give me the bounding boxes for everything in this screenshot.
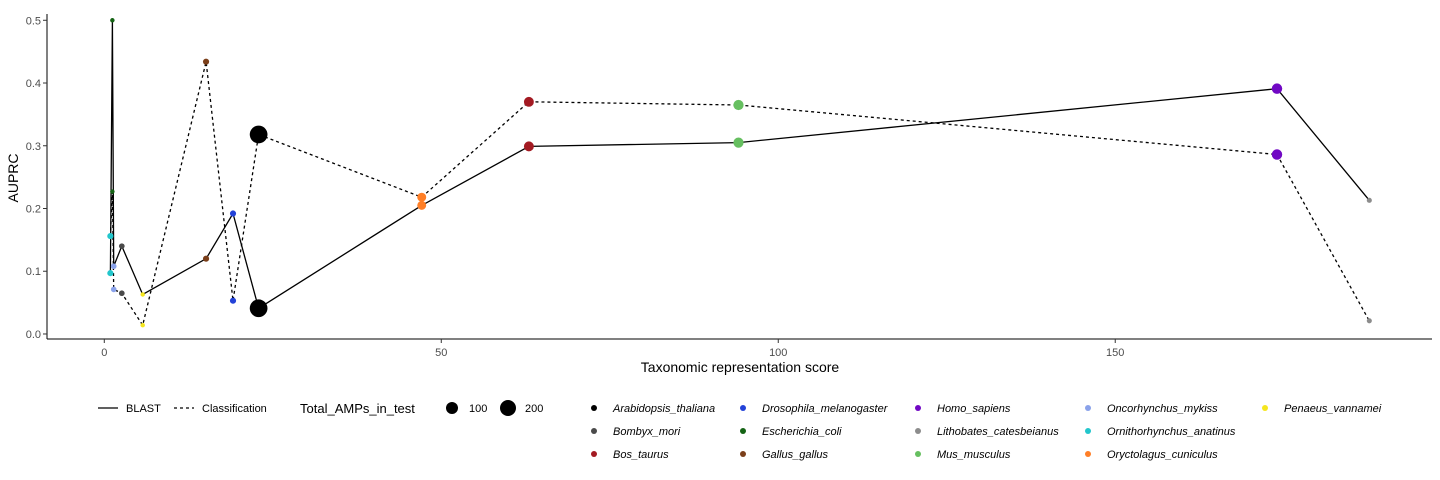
legend-linetype-label: Classification (202, 403, 267, 415)
legend-size-key (500, 400, 516, 416)
legend-species-label: Bombyx_mori (613, 426, 681, 438)
data-point-classification-bombyx-mori (118, 290, 125, 297)
legend-species-key (915, 451, 921, 457)
x-tick-label: 150 (1106, 347, 1124, 359)
axes-group: 0 50 100 150 0.0 0.1 0.2 0.3 0.4 0.5 (26, 14, 1432, 359)
legend-size-label: 100 (469, 403, 487, 415)
data-point-blast-oncorhynchus-mykiss (110, 263, 117, 270)
legend-species-label: Oncorhynchus_mykiss (1107, 403, 1218, 415)
data-point-classification-escherichia-coli (110, 189, 115, 194)
legend-species-key (915, 428, 921, 434)
legend-species-key (740, 405, 746, 411)
y-tick-label: 0.1 (26, 266, 41, 278)
legend-species-key (740, 428, 746, 434)
data-point-classification-mus-musculus (733, 99, 744, 111)
legend-species-key (1085, 405, 1091, 411)
legend-species-key (591, 405, 597, 411)
legend-species-label: Lithobates_catesbeianus (937, 426, 1059, 438)
data-point-classification-lithobates-catesbeianus (1366, 318, 1372, 324)
data-point-blast-oryctolagus-cuniculus (417, 200, 427, 210)
data-point-classification-penaeus-vannamei (140, 322, 145, 328)
y-tick-label: 0.4 (26, 78, 41, 90)
y-tick-label: 0.5 (26, 15, 41, 27)
data-point-classification-gallus-gallus (202, 58, 210, 65)
y-tick-label: 0.2 (26, 203, 41, 215)
data-point-classification-bos-taurus (523, 96, 534, 107)
data-points-group (107, 18, 1372, 328)
legend-species-key (915, 405, 921, 411)
data-point-blast-drosophila-melanogaster (229, 210, 237, 217)
legend-species-label: Arabidopsis_thaliana (612, 403, 715, 415)
data-point-classification-ornithorhynchus-anatinus (107, 233, 114, 240)
data-point-classification-homo-sapiens (1271, 149, 1283, 160)
legend-species-label: Drosophila_melanogaster (762, 403, 889, 415)
legend-species-label: Gallus_gallus (762, 449, 829, 461)
x-tick-label: 50 (435, 347, 447, 359)
legend-species-label: Penaeus_vannamei (1284, 403, 1382, 415)
data-point-classification-oryctolagus-cuniculus (417, 192, 427, 202)
legend-size-title: Total_AMPs_in_test (300, 401, 415, 416)
data-point-blast-homo-sapiens (1271, 83, 1283, 94)
data-point-blast-mus-musculus (733, 137, 744, 148)
legend-species-key (591, 451, 597, 457)
legend-species-key (1262, 405, 1268, 411)
data-point-classification-arabidopsis-thaliana (249, 125, 268, 144)
data-point-blast-ornithorhynchus-anatinus (107, 270, 114, 277)
legend-size-key (446, 402, 458, 414)
data-point-classification-oncorhynchus-mykiss (110, 286, 117, 293)
legend-species-label: Escherichia_coli (762, 426, 842, 438)
legend-species-label: Bos_taurus (613, 449, 669, 461)
legend-species-label: Oryctolagus_cuniculus (1107, 449, 1218, 461)
legend-linetype-label: BLAST (126, 403, 161, 415)
legend-size-label: 200 (525, 403, 543, 415)
y-axis-label: AUPRC (5, 153, 21, 202)
legend-species-label: Mus_musculus (937, 449, 1011, 461)
data-point-blast-bos-taurus (523, 141, 534, 152)
data-point-blast-gallus-gallus (202, 255, 210, 262)
x-tick-label: 100 (769, 347, 787, 359)
data-point-blast-arabidopsis-thaliana (249, 299, 268, 318)
y-tick-label: 0.0 (26, 329, 41, 341)
data-point-blast-escherichia-coli (110, 18, 115, 23)
legend-species-key (1085, 428, 1091, 434)
legend-species-label: Homo_sapiens (937, 403, 1011, 415)
data-point-classification-drosophila-melanogaster (229, 297, 237, 304)
legend-species-key (1085, 451, 1091, 457)
data-point-blast-bombyx-mori (118, 243, 125, 249)
legend: BLAST Classification Total_AMPs_in_test 100… (98, 400, 1382, 461)
x-axis-label: Taxonomic representation score (641, 359, 840, 375)
x-tick-label: 0 (101, 347, 107, 359)
data-point-blast-penaeus-vannamei (140, 292, 145, 297)
legend-species-key (591, 428, 597, 434)
y-tick-label: 0.3 (26, 141, 41, 153)
legend-species-key (740, 451, 746, 457)
legend-species-label: Ornithorhynchus_anatinus (1107, 426, 1236, 438)
data-point-blast-lithobates-catesbeianus (1366, 197, 1372, 203)
